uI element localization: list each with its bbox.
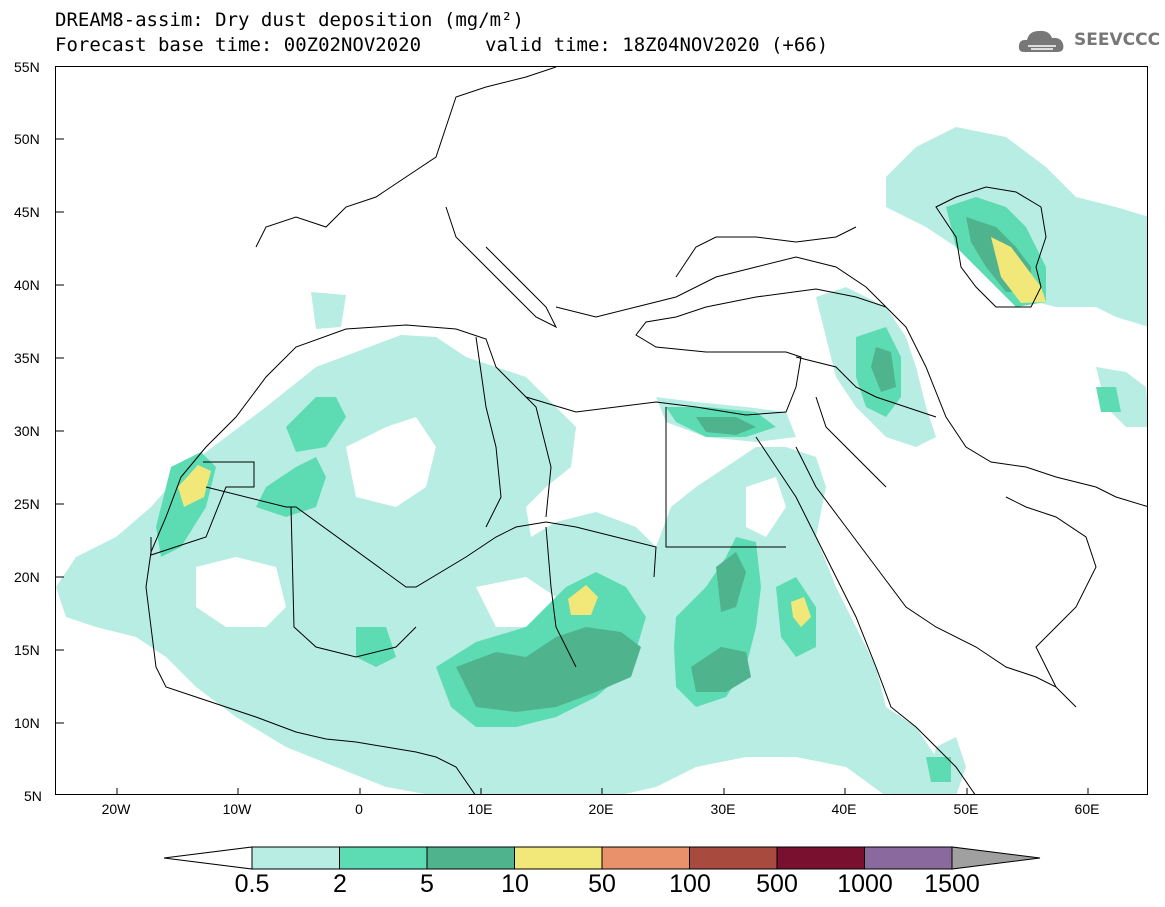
legend-label: 2 <box>333 870 347 898</box>
lat-label: 30N <box>14 423 40 439</box>
lat-label: 40N <box>14 277 40 293</box>
lon-label: 20E <box>588 801 614 817</box>
color-bar-cell <box>601 846 690 870</box>
map-frame <box>55 66 1148 795</box>
lon-label: 50E <box>953 801 979 817</box>
lon-label: 20W <box>101 801 131 817</box>
valid-time: valid time: 18Z04NOV2020 (+66) <box>485 34 829 56</box>
color-bar-cells <box>163 846 1041 870</box>
lon-label: 60E <box>1074 801 1100 817</box>
deposition-level-10 <box>178 237 1046 627</box>
color-bar-cell <box>864 846 953 870</box>
legend-label: 5 <box>420 870 434 898</box>
lon-label: 10W <box>222 801 252 817</box>
lon-label: 10E <box>467 801 493 817</box>
forecast-base-time: Forecast base time: 00Z02NOV2020 <box>55 34 422 56</box>
logo-text: SEEVCCC <box>1074 30 1161 50</box>
cloud-logo-icon <box>1018 30 1064 52</box>
map-ticks <box>56 138 1089 794</box>
coastlines-and-borders <box>145 67 1147 794</box>
low-deposition-areas <box>196 417 786 627</box>
color-bar-left-triangle <box>163 846 253 870</box>
lat-label: 25N <box>14 496 40 512</box>
lat-label: 5N <box>24 788 42 804</box>
lat-label: 10N <box>14 715 40 731</box>
color-bar-cell <box>339 846 428 870</box>
legend-label: 0.5 <box>234 870 270 898</box>
lat-label: 45N <box>14 204 40 220</box>
color-bar-cell <box>514 846 603 870</box>
lon-label: 30E <box>710 801 736 817</box>
dust-deposition-map <box>56 67 1147 794</box>
color-bar <box>163 846 1041 870</box>
lon-label: 40E <box>831 801 857 817</box>
color-bar-right-triangle <box>951 846 1041 870</box>
color-bar-cell <box>251 846 340 870</box>
color-bar-cell <box>689 846 778 870</box>
color-bar-cell <box>776 846 865 870</box>
seevccc-logo: SEEVCCC <box>1016 24 1160 58</box>
lat-label: 15N <box>14 642 40 658</box>
lon-label: 0 <box>355 801 363 817</box>
legend-label: 100 <box>669 870 711 898</box>
lat-label: 50N <box>14 131 40 147</box>
map-title: DREAM8-assim: Dry dust deposition (mg/m²… <box>55 9 524 31</box>
legend-label: 50 <box>588 870 616 898</box>
lat-label: 35N <box>14 350 40 366</box>
lat-label: 20N <box>14 569 40 585</box>
lat-label: 55N <box>14 59 40 75</box>
legend-label: 10 <box>501 870 529 898</box>
legend-label: 500 <box>756 870 798 898</box>
legend-label: 1500 <box>924 870 980 898</box>
legend-label: 1000 <box>837 870 893 898</box>
color-bar-cell <box>426 846 515 870</box>
